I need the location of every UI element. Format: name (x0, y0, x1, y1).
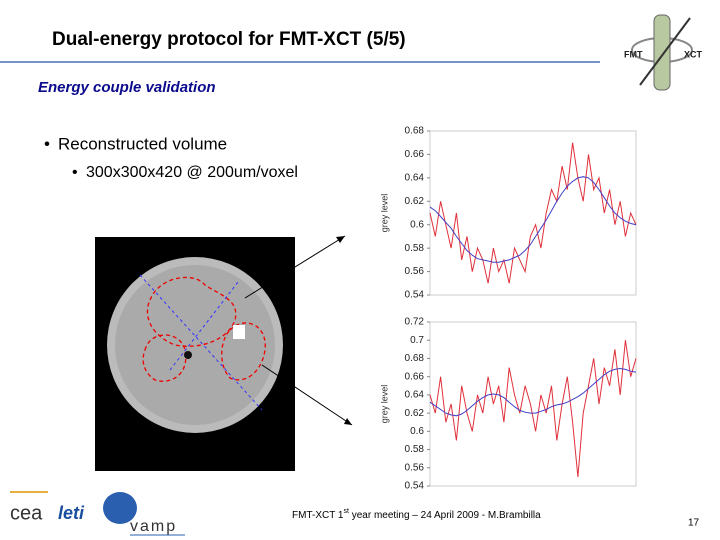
y-tick-label: 0.64 (405, 390, 425, 401)
footer-text: year meeting – 24 April 2009 - M.Brambil… (349, 510, 541, 521)
sub-bullet: 300x300x420 @ 200um/voxel (86, 164, 298, 181)
y-tick-label: 0.62 (405, 408, 425, 419)
charts: 0.54 0.56 0.58 0.6 0.62 0.64 0.66 0.68 grey leve… (379, 126, 637, 492)
arrow (244, 235, 346, 299)
arrow-head (344, 418, 352, 425)
series-line (429, 340, 637, 477)
footer-text: FMT-XCT 1 (292, 510, 344, 521)
bullet-marker: • (72, 164, 78, 181)
y-tick-label: 0.62 (405, 196, 425, 207)
y-tick-label: 0.6 (410, 219, 424, 230)
y-tick-label: 0.56 (405, 462, 425, 473)
y-tick-label: 0.54 (405, 290, 425, 301)
y-tick-label: 0.58 (405, 243, 425, 254)
y-tick-label: 0.56 (405, 266, 425, 277)
footer-sup: st (343, 508, 349, 515)
bullet-marker: • (44, 134, 50, 153)
page-number: 17 (688, 518, 700, 529)
y-tick-label: 0.68 (405, 126, 425, 137)
vamp-logo (103, 492, 137, 524)
y-axis-label: grey level (379, 385, 389, 424)
y-tick-label: 0.6 (410, 426, 424, 437)
y-tick-label: 0.64 (405, 172, 425, 183)
subtitle: Energy couple validation (38, 79, 216, 96)
logo-text: cea (10, 502, 43, 524)
y-tick-label: 0.68 (405, 353, 425, 364)
plot-area (429, 130, 637, 296)
logo-text: leti (58, 503, 85, 523)
series-line (429, 367, 637, 417)
y-tick-label: 0.58 (405, 444, 425, 455)
y-tick-label: 0.66 (405, 371, 425, 382)
y-tick-label: 0.66 (405, 149, 425, 160)
slide-title: Dual-energy protocol for FMT-XCT (5/5) (52, 29, 406, 50)
logo-text: FMT (624, 49, 643, 59)
series-line (429, 142, 637, 284)
y-tick-label: 0.54 (405, 481, 425, 492)
footer: FMT-XCT 1st year meeting – 24 April 2009… (292, 508, 541, 521)
arrow-head (336, 236, 345, 243)
logo-text: vamp (130, 518, 177, 535)
ct-slice (95, 237, 295, 471)
logo-text: XCT (684, 49, 703, 59)
bullet: Reconstructed volume (58, 134, 227, 153)
y-axis-label: grey level (379, 194, 389, 233)
y-tick-label: 0.72 (405, 317, 425, 328)
arrow (261, 364, 353, 426)
y-tick-label: 0.7 (410, 335, 424, 346)
fmt-xct-logo: FMT XCT (624, 14, 703, 91)
series-line (429, 176, 637, 263)
plot-area (429, 321, 637, 487)
